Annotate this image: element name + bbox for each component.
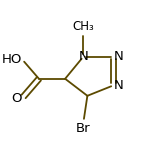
Text: HO: HO — [2, 53, 22, 66]
Text: N: N — [114, 50, 123, 63]
Text: N: N — [114, 79, 123, 92]
Text: CH₃: CH₃ — [73, 20, 94, 33]
Text: N: N — [79, 50, 88, 63]
Text: O: O — [11, 92, 22, 105]
Text: Br: Br — [76, 122, 91, 135]
